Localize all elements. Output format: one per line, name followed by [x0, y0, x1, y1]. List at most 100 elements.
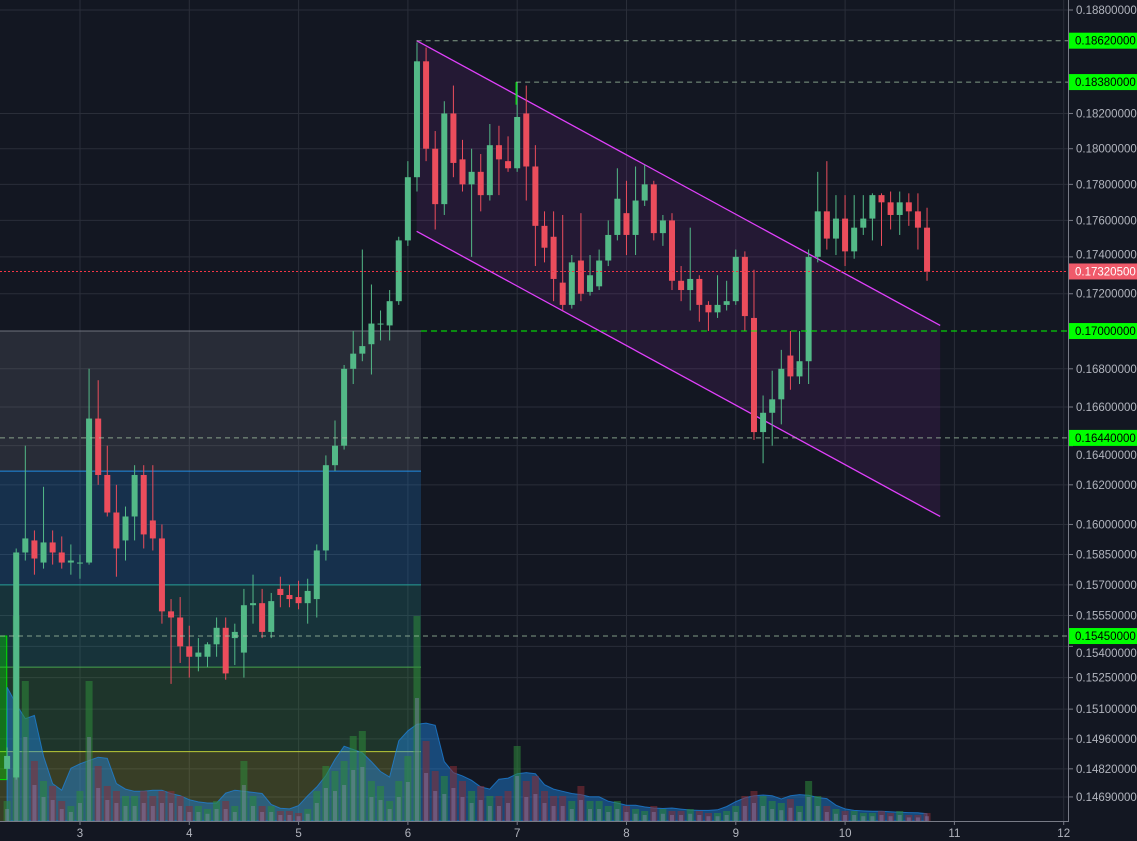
- volume-pane: [3, 616, 931, 822]
- volume-bar-secondary: [351, 770, 356, 821]
- volume-bar-secondary: [779, 810, 784, 821]
- candle-body: [523, 113, 530, 167]
- candle: [313, 544, 320, 618]
- candle: [842, 195, 849, 267]
- volume-bar: [622, 806, 630, 821]
- volume-bar: [313, 791, 321, 821]
- candle: [4, 747, 11, 780]
- volume-bar-secondary: [77, 803, 82, 821]
- candle: [477, 154, 484, 212]
- candle: [104, 445, 111, 517]
- candle-body: [204, 644, 211, 657]
- volume-bar: [504, 791, 512, 821]
- volume-bar: [85, 681, 93, 821]
- candle: [632, 166, 639, 256]
- volume-bar-secondary: [451, 788, 456, 821]
- volume-bar-secondary: [32, 785, 37, 821]
- volume-bar: [322, 766, 330, 821]
- fib-zones: [0, 330, 422, 821]
- volume-bar: [632, 809, 640, 821]
- candle-body: [368, 323, 375, 345]
- candle-body: [495, 145, 502, 160]
- level-price-badge: [1069, 429, 1137, 446]
- candle: [495, 125, 502, 196]
- time-tick-label: 12: [1057, 828, 1070, 840]
- candle: [514, 82, 521, 172]
- candle: [650, 180, 657, 241]
- candle-body: [887, 202, 894, 215]
- candle-body: [723, 301, 730, 305]
- candle: [31, 530, 38, 575]
- candle-body: [286, 595, 293, 600]
- candle-body: [477, 171, 484, 196]
- descending-channel[interactable]: [416, 40, 941, 518]
- candle: [541, 211, 548, 263]
- candle-body: [259, 603, 266, 632]
- fib-zone: [0, 584, 422, 668]
- candle: [459, 139, 466, 192]
- price-levels[interactable]: [0, 40, 1068, 637]
- level-price-badge: [1069, 74, 1137, 91]
- volume-bar-secondary: [68, 812, 73, 821]
- volume-bar: [222, 801, 230, 821]
- candle-body: [86, 418, 93, 563]
- price-tick-label: 0.14960000: [1076, 734, 1137, 746]
- time-tick-label: 5: [295, 828, 301, 840]
- candle-body: [541, 225, 548, 248]
- volume-bar-secondary: [843, 815, 848, 821]
- candle-body: [468, 171, 475, 185]
- volume-bar: [595, 801, 603, 821]
- price-tick-label: 0.17400000: [1076, 249, 1137, 261]
- candle: [505, 136, 512, 172]
- volume-bar: [367, 781, 375, 821]
- candle: [13, 548, 20, 780]
- channel-upper-line[interactable]: [416, 40, 941, 326]
- volume-bar-secondary: [879, 815, 884, 821]
- volume-bar-secondary: [588, 809, 593, 821]
- volume-bar: [267, 806, 275, 821]
- volume-bar: [732, 806, 740, 821]
- price-tick-label: 0.16000000: [1076, 519, 1137, 531]
- volume-bar: [349, 736, 357, 821]
- price-tick-label: 0.15550000: [1076, 610, 1137, 622]
- volume-bar: [249, 796, 257, 821]
- candle: [732, 249, 739, 305]
- candle-body: [514, 116, 521, 169]
- volume-bar: [386, 801, 394, 821]
- candle: [250, 574, 257, 624]
- candle: [796, 331, 803, 385]
- volume-bar: [604, 806, 612, 821]
- candle-body: [40, 542, 47, 563]
- volume-bar-secondary: [360, 767, 365, 821]
- level-price-label: 0.15450000: [1075, 631, 1136, 643]
- volume-bar: [677, 811, 685, 821]
- price-axis[interactable]: 0.18800000 0.18200000 0.18000000 0.17800000…: [1068, 0, 1137, 841]
- volume-bar-secondary: [770, 809, 775, 821]
- channel-lower-line[interactable]: [416, 230, 941, 518]
- candle-body: [277, 588, 284, 596]
- candle: [760, 395, 767, 464]
- volume-bar: [759, 796, 767, 821]
- time-axis[interactable]: 3 4 5 6 7 8 9 10 11 12: [0, 821, 1070, 841]
- volume-bar: [304, 809, 312, 821]
- candle: [696, 275, 703, 322]
- candle: [222, 617, 229, 680]
- price-axis-background: [1068, 0, 1137, 841]
- time-tick-label: 7: [514, 828, 520, 840]
- volume-bar: [586, 801, 594, 821]
- candle-body: [350, 353, 357, 369]
- volume-bar-secondary: [679, 815, 684, 821]
- volume-bar: [58, 801, 66, 821]
- candle: [641, 164, 648, 206]
- volume-bar-secondary: [296, 816, 301, 821]
- volume-bar-secondary: [378, 800, 383, 821]
- volume-bar: [103, 786, 111, 821]
- candle-body: [869, 195, 876, 219]
- candle: [295, 580, 302, 610]
- candle: [659, 214, 666, 246]
- candle-body: [322, 465, 329, 551]
- volume-bar-secondary: [569, 809, 574, 821]
- candle-body: [67, 560, 74, 563]
- price-tick-label: 0.15100000: [1076, 704, 1137, 716]
